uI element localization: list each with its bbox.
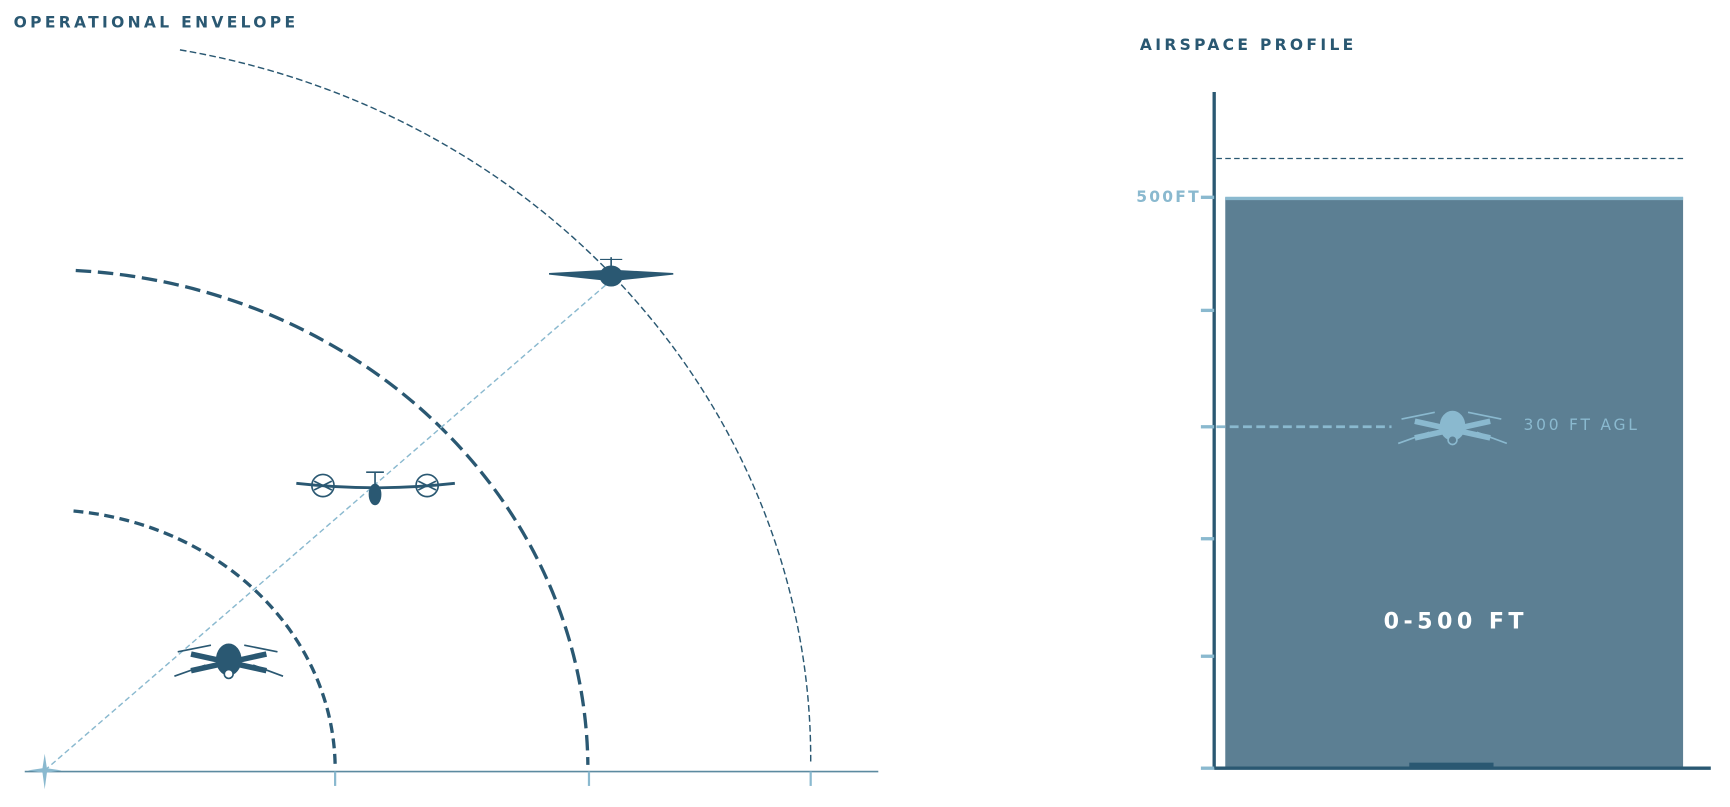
drone-icon — [174, 643, 284, 680]
range-arc — [179, 49, 812, 765]
ceiling-label: 500FT — [1136, 188, 1201, 206]
drone-icon — [1397, 410, 1508, 446]
tiltrotor-icon — [296, 471, 456, 506]
airspace-profile: AIRSPACE PROFILE 500FT 300 FT AGL 0-500 … — [1136, 36, 1711, 770]
jet-icon — [548, 257, 674, 287]
origin-star — [28, 753, 62, 790]
band-label: 0-500 FT — [1384, 609, 1528, 635]
operational-envelope: OPERATIONAL ENVELOPE — [14, 14, 879, 790]
panel-title: OPERATIONAL ENVELOPE — [14, 14, 299, 32]
panel-title: AIRSPACE PROFILE — [1140, 36, 1357, 54]
drone-altitude-label: 300 FT AGL — [1523, 416, 1639, 434]
axis-ticks — [1200, 195, 1215, 770]
ground-pad — [1409, 762, 1494, 769]
range-arc — [73, 509, 337, 765]
trajectory — [44, 278, 613, 771]
airspace-band — [1225, 197, 1684, 769]
ticks — [334, 771, 812, 786]
range-arc — [75, 268, 590, 765]
